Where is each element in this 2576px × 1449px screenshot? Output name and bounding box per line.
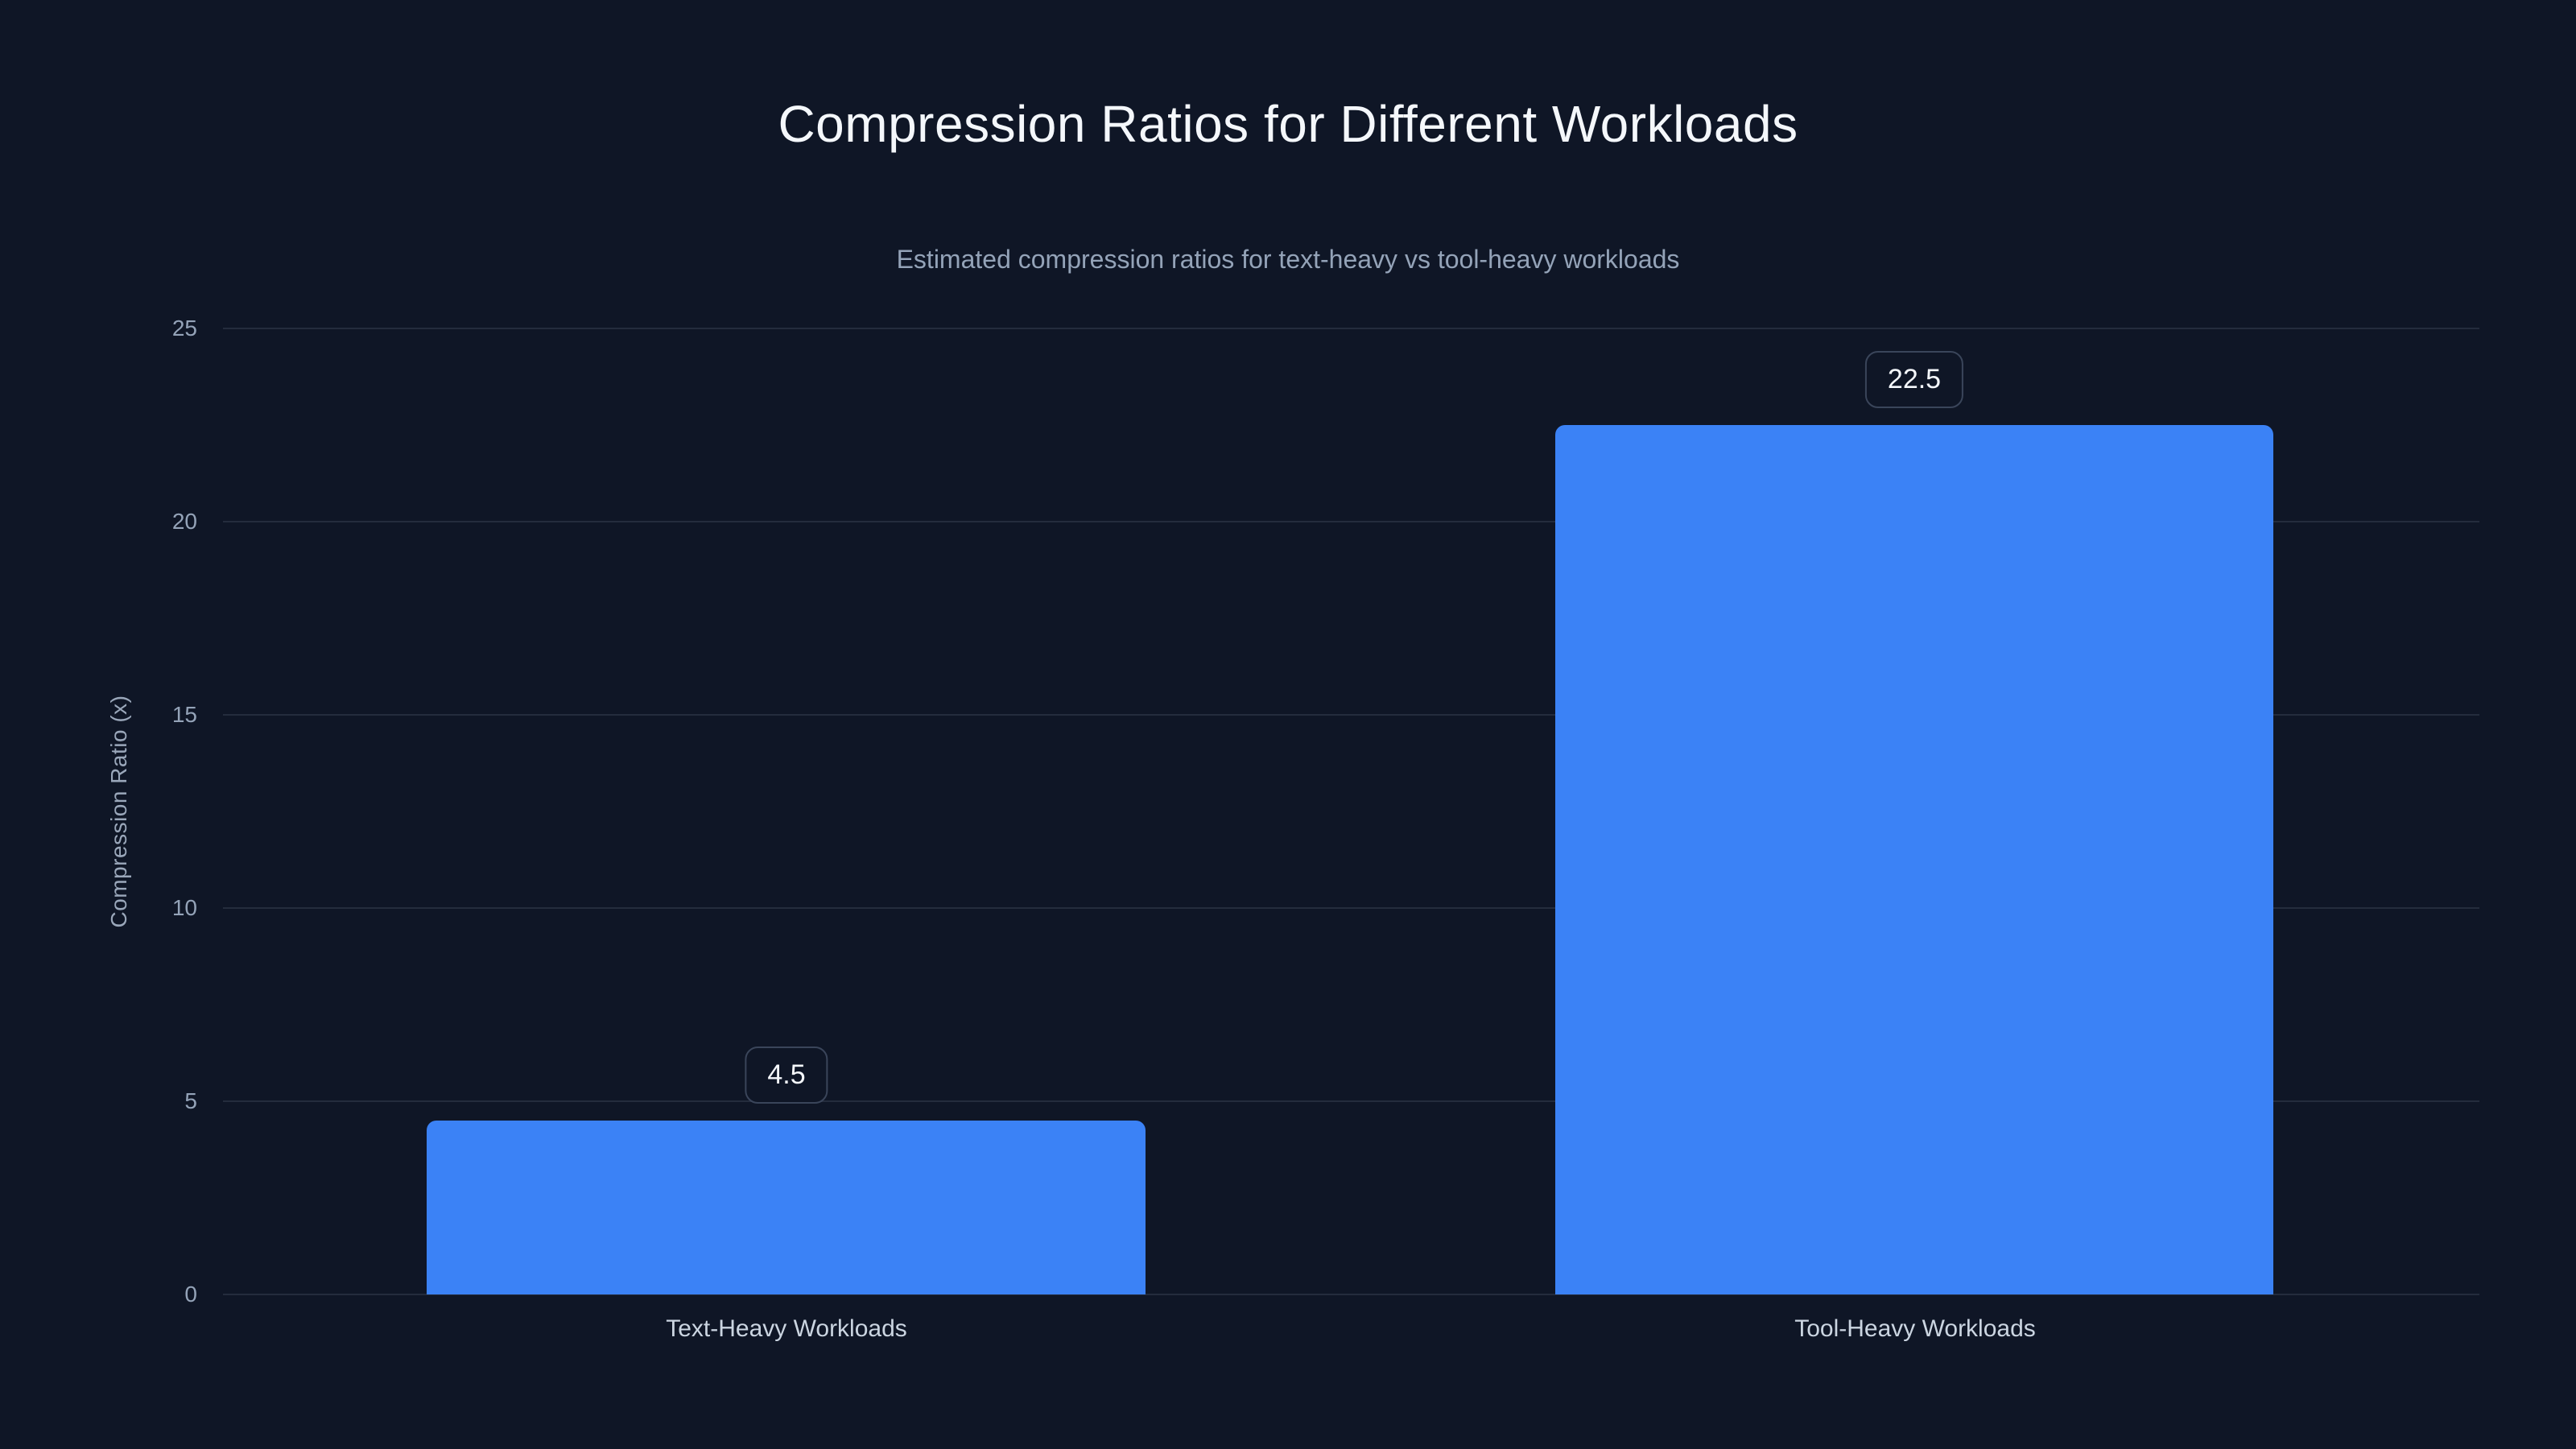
gridline [223, 1100, 2479, 1102]
y-tick-label: 10 [171, 895, 197, 920]
gridline [223, 521, 2479, 522]
y-tick-label: 15 [171, 702, 197, 727]
chart-title: Compression Ratios for Different Workloa… [778, 95, 1798, 153]
chart-subtitle: Estimated compression ratios for text-he… [896, 245, 1680, 274]
y-tick-label: 0 [184, 1282, 197, 1307]
x-tick-label-tool-heavy: Tool-Heavy Workloads [1794, 1315, 2036, 1342]
x-tick-label-text-heavy: Text-Heavy Workloads [666, 1315, 907, 1342]
bar-value-badge: 4.5 [745, 1046, 828, 1104]
y-tick-label: 25 [171, 316, 197, 341]
y-tick-label: 5 [184, 1088, 197, 1113]
plot-area: 0 5 10 15 20 25 4.5 22.5 Text-Heavy Work… [172, 316, 2479, 1342]
gridline [223, 714, 2479, 716]
gridline [223, 907, 2479, 909]
y-axis-title: Compression Ratio (x) [106, 695, 131, 928]
y-tick-label: 20 [171, 509, 197, 534]
gridline [223, 328, 2479, 329]
gridline [223, 1294, 2479, 1295]
bar-text-heavy-workloads[interactable] [427, 1121, 1146, 1294]
bar-value-badge: 22.5 [1864, 350, 1964, 408]
bar-tool-heavy-workloads[interactable] [1555, 425, 2273, 1294]
